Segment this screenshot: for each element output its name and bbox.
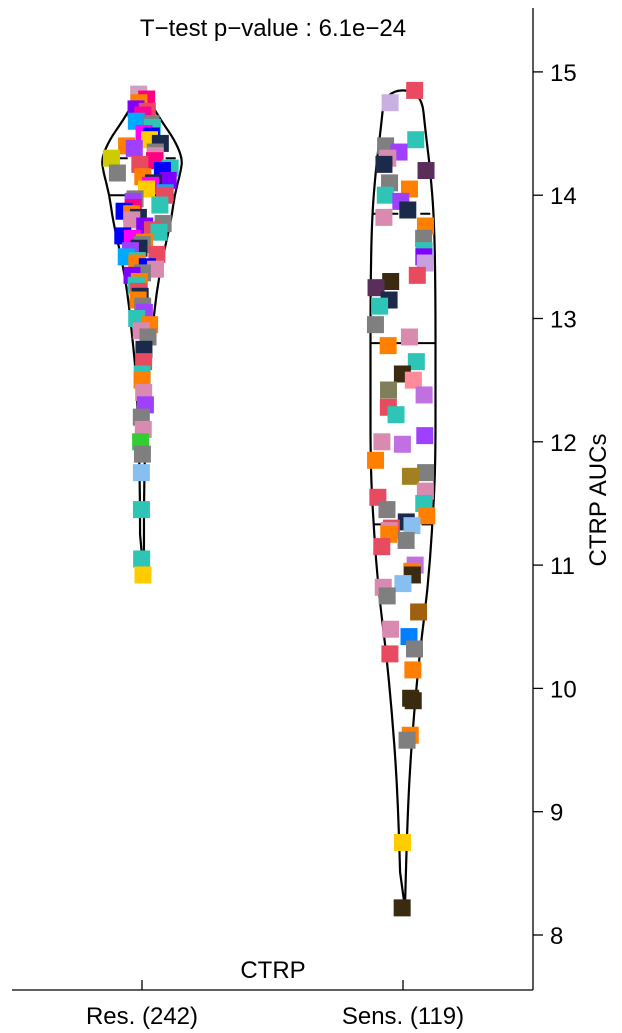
data-point (415, 386, 433, 404)
data-point (366, 316, 384, 334)
data-point (382, 273, 400, 291)
data-point (397, 531, 415, 549)
data-point (376, 186, 394, 204)
data-point (404, 661, 422, 679)
data-point (406, 81, 424, 99)
data-point (378, 501, 396, 519)
data-point (375, 155, 393, 173)
data-point (407, 353, 425, 371)
x-tick-layer: Res. (242) Sens. (119) (86, 980, 464, 1030)
data-point (387, 406, 405, 424)
data-point (398, 731, 416, 749)
data-point (379, 337, 397, 355)
data-point (150, 223, 168, 241)
data-point (407, 131, 425, 149)
y-tick-label: 9 (550, 800, 563, 827)
data-point (408, 266, 426, 284)
data-point (134, 566, 152, 584)
data-point (375, 208, 393, 226)
data-point (378, 587, 396, 605)
data-point (371, 297, 389, 315)
data-point (406, 640, 423, 658)
data-point (382, 620, 400, 638)
data-point (108, 164, 126, 182)
data-point (367, 451, 385, 469)
y-tick-label: 14 (550, 183, 577, 210)
x-tick-label: Res. (242) (86, 1003, 198, 1030)
data-point (381, 645, 399, 663)
data-point (403, 517, 421, 535)
data-point (132, 464, 150, 482)
data-point (404, 692, 422, 710)
data-point (416, 427, 434, 445)
data-point (418, 507, 436, 525)
data-point (380, 381, 398, 399)
axes (12, 8, 534, 991)
data-point (123, 211, 141, 229)
data-point (373, 433, 391, 451)
data-point (393, 435, 411, 453)
data-point (401, 467, 419, 485)
chart-title: T−test p−value : 6.1e−24 (140, 15, 406, 42)
y-tick-label: 12 (550, 430, 577, 457)
data-point (417, 162, 435, 180)
y-tick-layer: 8 9 10 11 12 13 14 15 (533, 60, 577, 950)
data-point (393, 899, 411, 917)
data-point (417, 464, 435, 482)
data-point (367, 279, 385, 297)
y-tick-label: 8 (550, 923, 563, 950)
panel-label: CTRP (240, 957, 305, 984)
data-point (151, 196, 169, 214)
y-tick-label: 15 (550, 60, 577, 87)
data-point (381, 94, 399, 112)
data-point (394, 575, 412, 593)
data-point (102, 149, 120, 167)
data-point (393, 834, 411, 852)
data-point (399, 201, 417, 219)
data-point (400, 328, 418, 346)
data-point (373, 538, 391, 556)
data-point (133, 445, 151, 463)
data-point (404, 371, 422, 389)
y-tick-label: 13 (550, 307, 577, 334)
y-axis-label: CTRP AUCs (585, 434, 612, 567)
y-tick-label: 10 (550, 676, 577, 703)
data-point-layer (102, 81, 436, 917)
data-point (410, 603, 428, 621)
y-tick-label: 11 (550, 553, 575, 580)
x-tick-label: Sens. (119) (342, 1003, 464, 1030)
data-point (146, 260, 164, 278)
data-point (132, 501, 150, 519)
data-point (125, 139, 143, 157)
data-point (133, 550, 151, 568)
